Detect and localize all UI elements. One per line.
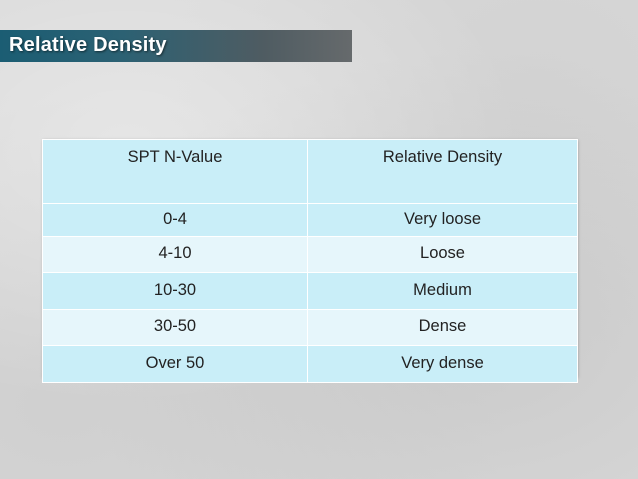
- slide-title: Relative Density: [9, 34, 167, 56]
- header-spt-n-value: SPT N-Value: [42, 139, 308, 204]
- spt-value-cell: 0-4: [42, 203, 308, 237]
- table-row: 10-30 Medium: [42, 272, 578, 310]
- density-cell: Very loose: [307, 203, 578, 237]
- table-row: 0-4 Very loose: [42, 203, 578, 237]
- density-cell: Very dense: [307, 345, 578, 383]
- spt-value-cell: 10-30: [42, 272, 308, 310]
- relative-density-table: SPT N-Value Relative Density 0-4 Very lo…: [42, 139, 578, 383]
- header-relative-density: Relative Density: [307, 139, 578, 204]
- table-row: Over 50 Very dense: [42, 345, 578, 383]
- table-row: 4-10 Loose: [42, 236, 578, 273]
- title-bar: Relative Density: [0, 30, 352, 62]
- density-cell: Medium: [307, 272, 578, 310]
- density-cell: Dense: [307, 309, 578, 346]
- spt-value-cell: 4-10: [42, 236, 308, 273]
- spt-value-cell: 30-50: [42, 309, 308, 346]
- table-header-row: SPT N-Value Relative Density: [42, 139, 578, 204]
- density-table-container: SPT N-Value Relative Density 0-4 Very lo…: [42, 139, 578, 383]
- table-row: 30-50 Dense: [42, 309, 578, 346]
- spt-value-cell: Over 50: [42, 345, 308, 383]
- density-cell: Loose: [307, 236, 578, 273]
